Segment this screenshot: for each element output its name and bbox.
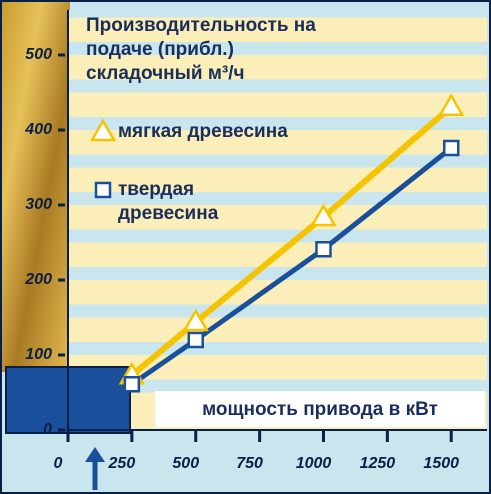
x-tick-label: 250: [108, 455, 136, 472]
y-tick-label: 400: [24, 121, 52, 138]
x-tick-label: 750: [236, 455, 263, 472]
chart: мощность привода в кВт 0 100 200 300 400 500 0…: [0, 0, 491, 494]
data-point: [189, 333, 203, 347]
x-tick-label: 500: [172, 455, 199, 472]
stripe: [68, 342, 487, 355]
stripe: [68, 267, 487, 280]
data-point: [125, 377, 139, 391]
x-tick-label: 1000: [296, 455, 332, 472]
data-point: [444, 141, 458, 155]
chart-title: подаче (прибл.): [86, 39, 234, 60]
y-tick-label: 100: [25, 346, 52, 363]
stripe: [68, 155, 487, 168]
y-tick-label: 300: [25, 196, 52, 213]
x-annotation: мощность привода в кВт: [202, 399, 438, 420]
legend-marker: [96, 183, 110, 197]
y-tick-label: 0: [43, 421, 52, 438]
x-tick-label: 0: [54, 455, 63, 472]
y-tick-label: 200: [24, 271, 52, 288]
y-tick-label: 500: [25, 46, 52, 63]
x-tick-label: 1500: [423, 455, 459, 472]
stripe: [68, 305, 487, 318]
legend-label: твердая древесина: [118, 178, 238, 226]
data-point: [316, 242, 330, 256]
legend-label: мягкая древесина: [118, 120, 288, 144]
chart-title: складочный м³/ч: [86, 63, 245, 84]
chart-page: мощность привода в кВт 0 100 200 300 400 500 0…: [0, 0, 491, 494]
stripe: [68, 230, 487, 243]
x-tick-label: 1250: [360, 455, 396, 472]
chart-title: Производительность на: [86, 15, 316, 36]
